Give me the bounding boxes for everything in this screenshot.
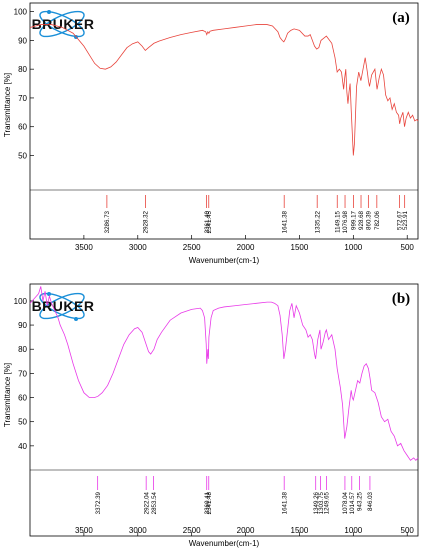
peak-label: 846.03 [367, 491, 374, 510]
x-tick-label: 500 [401, 526, 415, 535]
panel-a: (a) Transmittance [%] Wavenumber(cm-1) B… [3, 2, 419, 265]
x-tick-label: 2000 [237, 526, 255, 535]
y-tick-label: 50 [18, 418, 27, 427]
y-tick-label: 90 [18, 36, 27, 45]
logo-dot [74, 317, 78, 321]
axis-ticks: 3500 3000 2500 2000 1500 1000 500 40 50 60 70 80 90 1… [14, 297, 415, 536]
x-tick-label: 1000 [344, 526, 362, 535]
x-tick-label: 3000 [129, 243, 147, 252]
x-tick-label: 3000 [129, 526, 147, 535]
bruker-logo-text: BRUKER [32, 298, 95, 314]
y-tick-label: 100 [14, 8, 28, 17]
plot-frame [29, 2, 419, 240]
y-tick-label: 40 [18, 442, 27, 451]
peak-label: 1076.98 [342, 210, 349, 233]
axis-ticks: 3500 3000 2500 2000 1500 1000 500 50 60 70 80 90 100 [14, 8, 415, 252]
panel-b: (b) Transmittance [%] Wavenumber(cm-1) B… [3, 283, 419, 548]
y-tick-label: 80 [18, 345, 27, 354]
x-tick-label: 2500 [183, 243, 201, 252]
spectrum-line [29, 286, 419, 461]
spectrum-line [29, 24, 419, 156]
y-tick-label: 90 [18, 321, 27, 330]
peak-label: 2853.54 [151, 491, 158, 514]
logo-orbit-1 [39, 292, 85, 320]
logo-orbit-1 [39, 10, 85, 38]
peak-label: 2341.48 [206, 491, 213, 514]
logo-dot [47, 10, 51, 14]
logo-dot [47, 292, 51, 296]
peak-label: 2928.32 [143, 210, 150, 233]
peak-label: 1078.04 [342, 491, 349, 514]
peak-label: 1335.22 [314, 210, 321, 233]
peak-label: 928.68 [358, 210, 365, 229]
panel-label: (a) [392, 10, 410, 26]
peak-label: 2360.41 [204, 491, 211, 514]
x-axis-label: Wavenumber(cm-1) [189, 539, 260, 548]
x-tick-label: 1000 [344, 243, 362, 252]
y-tick-label: 60 [18, 394, 27, 403]
x-tick-label: 2000 [237, 243, 255, 252]
peak-label: 1149.15 [334, 210, 341, 232]
y-tick-label: 70 [18, 94, 27, 103]
bruker-logo: BRUKER [32, 292, 95, 321]
y-tick-label: 50 [18, 151, 27, 160]
peak-label: 860.39 [366, 210, 373, 229]
peak-label: 572.67 [397, 210, 404, 229]
x-tick-label: 1500 [291, 243, 309, 252]
peak-label: 1641.38 [281, 210, 288, 233]
peak-label: 2361.40 [204, 210, 211, 233]
logo-orbit-2 [39, 10, 85, 38]
peak-label: 943.25 [357, 491, 364, 510]
peak-label: 523.91 [402, 210, 409, 229]
y-tick-label: 60 [18, 123, 27, 132]
y-tick-label: 70 [18, 369, 27, 378]
y-tick-label: 100 [14, 297, 28, 306]
x-axis-label: Wavenumber(cm-1) [189, 256, 260, 265]
y-tick-label: 80 [18, 65, 27, 74]
x-tick-label: 1500 [291, 526, 309, 535]
x-tick-label: 3500 [75, 243, 93, 252]
bruker-logo: BRUKER [32, 10, 95, 39]
peak-label: 1303.75 [318, 491, 325, 514]
y-axis-label: Transmittance [%] [3, 73, 12, 137]
plot-frame [29, 283, 419, 537]
x-tick-label: 2500 [183, 526, 201, 535]
peak-label: 1641.38 [281, 491, 288, 514]
peak-label: 3286.73 [104, 210, 111, 233]
peak-label: 999.17 [351, 210, 358, 229]
peak-label: 3372.39 [95, 491, 102, 514]
y-axis-label: Transmittance [%] [3, 363, 12, 427]
panel-label: (b) [392, 291, 410, 307]
peak-label: 1249.65 [324, 491, 331, 514]
x-tick-label: 3500 [75, 526, 93, 535]
peak-label: 782.06 [374, 210, 381, 229]
bruker-logo-text: BRUKER [32, 16, 95, 32]
peak-label: 1014.57 [349, 491, 356, 514]
logo-orbit-2 [39, 292, 85, 320]
peak-label: 2922.04 [143, 491, 150, 514]
x-tick-label: 500 [401, 243, 415, 252]
peak-label: 2341.45 [206, 210, 213, 233]
peak-label: 1349.26 [313, 491, 320, 514]
